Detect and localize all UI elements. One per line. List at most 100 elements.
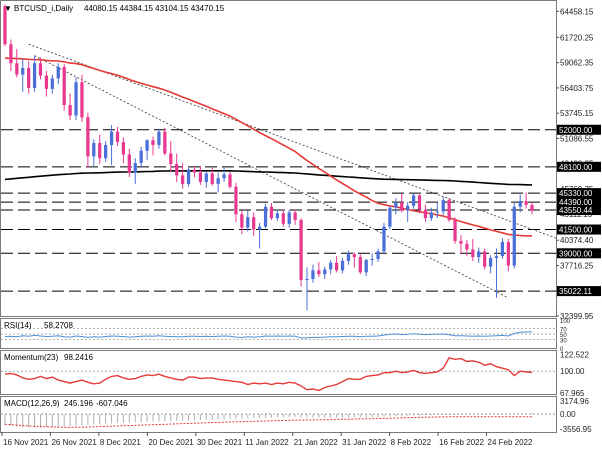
candle-body[interactable] xyxy=(287,212,291,224)
candle-body[interactable] xyxy=(483,251,487,267)
candle-body[interactable] xyxy=(441,200,445,212)
candle-body[interactable] xyxy=(15,63,19,75)
candle-body[interactable] xyxy=(157,131,161,145)
macd-panel[interactable]: 3174.96 0.00 -3556.95 xyxy=(1,397,592,434)
candle-body[interactable] xyxy=(358,257,362,273)
candle-body[interactable] xyxy=(240,214,244,228)
candle-body[interactable] xyxy=(210,173,214,184)
candle-body[interactable] xyxy=(104,144,108,159)
candle-body[interactable] xyxy=(263,206,268,227)
candle-body[interactable] xyxy=(394,202,398,208)
candle-body[interactable] xyxy=(257,226,262,230)
candle-body[interactable] xyxy=(151,140,155,145)
candle-body[interactable] xyxy=(281,213,285,224)
candle-body[interactable] xyxy=(471,249,475,258)
candle-body[interactable] xyxy=(21,67,25,75)
candle-body[interactable] xyxy=(38,63,43,76)
candle-body[interactable] xyxy=(305,278,309,280)
candle-body[interactable] xyxy=(465,243,469,250)
candle-body[interactable] xyxy=(145,140,149,151)
candle-body[interactable] xyxy=(115,131,120,143)
candle-body[interactable] xyxy=(192,169,197,173)
x-axis-date-label: 8 Feb 2022 xyxy=(391,438,432,447)
candle-body[interactable] xyxy=(121,142,126,155)
candle-body[interactable] xyxy=(334,262,339,271)
candle-body[interactable] xyxy=(44,75,49,89)
candle-body[interactable] xyxy=(447,200,451,221)
candle-body[interactable] xyxy=(323,269,327,275)
candle-body[interactable] xyxy=(400,202,404,211)
candle-body[interactable] xyxy=(512,206,516,266)
candle-body[interactable] xyxy=(317,270,321,275)
candle-body[interactable] xyxy=(56,67,60,79)
candle-body[interactable] xyxy=(62,67,66,106)
candle-body[interactable] xyxy=(169,153,173,164)
candle-body[interactable] xyxy=(234,186,238,215)
candle-body[interactable] xyxy=(311,270,315,279)
candle-body[interactable] xyxy=(127,154,131,173)
candle-body[interactable] xyxy=(518,201,522,207)
candle-body[interactable] xyxy=(506,241,510,266)
candle-body[interactable] xyxy=(388,207,392,227)
candle-body[interactable] xyxy=(222,174,226,179)
x-axis: 16 Nov 2021 26 Nov 2021 8 Dec 2021 20 Dec 2… xyxy=(1,432,533,447)
candle-body[interactable] xyxy=(98,143,102,159)
candle-body[interactable] xyxy=(175,163,179,176)
collapse-arrow-icon[interactable]: ▼ xyxy=(4,4,12,13)
candle-body[interactable] xyxy=(293,212,297,221)
candle-body[interactable] xyxy=(376,251,380,259)
candle-body[interactable] xyxy=(228,174,232,187)
candle-body[interactable] xyxy=(198,172,203,183)
candle-body[interactable] xyxy=(252,217,256,230)
candle-body[interactable] xyxy=(406,205,410,211)
candle-body[interactable] xyxy=(382,226,386,252)
momentum-panel[interactable]: 122.522 100.00 67.965 xyxy=(1,350,589,398)
candle-body[interactable] xyxy=(86,117,90,157)
candle-body[interactable] xyxy=(180,175,185,184)
candle-body[interactable] xyxy=(423,209,428,219)
candle-body[interactable] xyxy=(50,78,54,89)
candle-body[interactable] xyxy=(329,262,333,270)
candle-body[interactable] xyxy=(370,258,374,260)
candle-body[interactable] xyxy=(269,206,274,219)
candle-body[interactable] xyxy=(3,6,7,45)
candle-body[interactable] xyxy=(246,217,250,228)
candle-body[interactable] xyxy=(74,82,78,116)
candle-body[interactable] xyxy=(27,67,31,88)
candle-body[interactable] xyxy=(9,44,13,64)
candle-body[interactable] xyxy=(488,258,493,267)
candle-body[interactable] xyxy=(92,143,96,157)
candle-body[interactable] xyxy=(530,205,534,211)
candle-body[interactable] xyxy=(340,260,345,271)
candle-body[interactable] xyxy=(494,256,499,259)
candle-body[interactable] xyxy=(216,178,220,184)
candle-body[interactable] xyxy=(500,241,505,257)
candle-body[interactable] xyxy=(204,173,208,183)
candle-body[interactable] xyxy=(186,169,191,184)
candle-body[interactable] xyxy=(429,212,433,219)
candle-body[interactable] xyxy=(139,150,143,164)
candle-body[interactable] xyxy=(275,213,280,219)
candle-body[interactable] xyxy=(417,195,422,210)
level-price-label: 41500.00 xyxy=(559,226,593,235)
candle-body[interactable] xyxy=(299,220,303,280)
candle-body[interactable] xyxy=(411,195,416,206)
candle-body[interactable] xyxy=(477,251,481,258)
candle-body[interactable] xyxy=(80,82,84,118)
candle-body[interactable] xyxy=(68,105,72,116)
candle-body[interactable] xyxy=(453,220,457,241)
candle-body[interactable] xyxy=(32,63,37,88)
candle-body[interactable] xyxy=(163,131,167,154)
candle-body[interactable] xyxy=(435,211,439,213)
candle-body[interactable] xyxy=(109,131,114,145)
candle-body[interactable] xyxy=(459,240,463,244)
candle-body[interactable] xyxy=(133,163,137,173)
price-panel[interactable]: 64458.15 61720.25 59062.35 56403.75 53745.15… xyxy=(1,4,601,321)
candle-body[interactable] xyxy=(524,201,528,205)
candle-body[interactable] xyxy=(352,254,357,258)
candle-body[interactable] xyxy=(364,259,368,273)
candle-body[interactable] xyxy=(346,254,351,261)
